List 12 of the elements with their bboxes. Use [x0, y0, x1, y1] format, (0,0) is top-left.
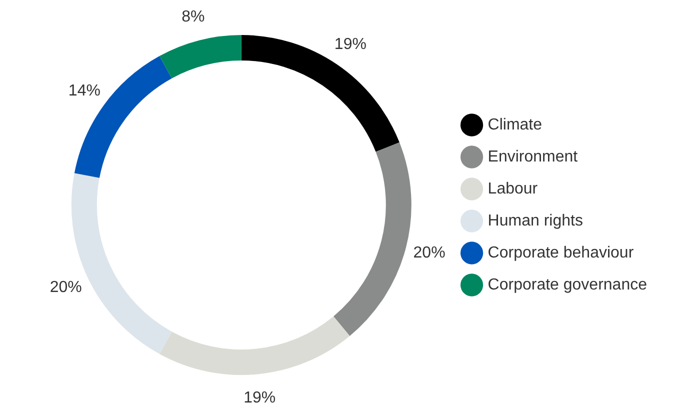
legend-label: Corporate governance — [488, 276, 648, 294]
legend-label: Corporate behaviour — [488, 244, 634, 262]
data-label: 19% — [244, 390, 276, 407]
data-label: 20% — [50, 279, 82, 296]
legend-label: Environment — [488, 148, 578, 166]
data-label: 20% — [413, 244, 446, 262]
legend-label: Human rights — [488, 212, 583, 230]
data-label: 19% — [334, 36, 366, 53]
legend-label: Labour — [488, 180, 538, 198]
legend-label: Climate — [488, 116, 542, 134]
data-label: 14% — [68, 82, 100, 100]
data-label: 8% — [182, 8, 205, 26]
